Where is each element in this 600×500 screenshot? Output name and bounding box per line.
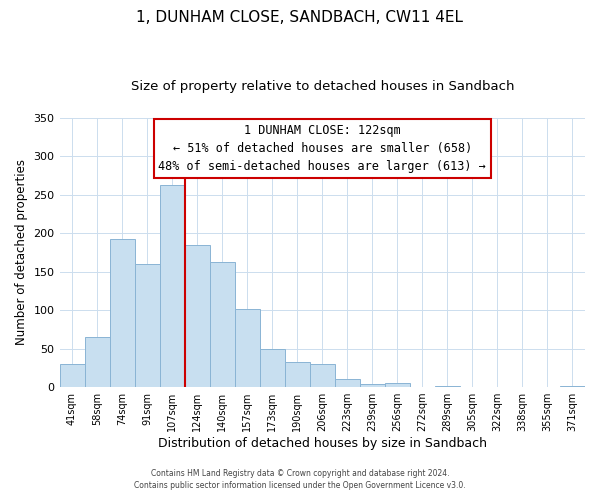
X-axis label: Distribution of detached houses by size in Sandbach: Distribution of detached houses by size …	[158, 437, 487, 450]
Bar	[335, 378, 360, 387]
Text: 1 DUNHAM CLOSE: 122sqm
← 51% of detached houses are smaller (658)
48% of semi-de: 1 DUNHAM CLOSE: 122sqm ← 51% of detached…	[158, 124, 486, 173]
Bar	[85, 337, 110, 387]
Bar	[160, 186, 185, 387]
Bar	[260, 348, 285, 387]
Y-axis label: Number of detached properties: Number of detached properties	[15, 160, 28, 346]
Bar	[134, 264, 160, 387]
Bar	[185, 244, 209, 387]
Title: Size of property relative to detached houses in Sandbach: Size of property relative to detached ho…	[131, 80, 514, 93]
Bar	[310, 364, 335, 387]
Text: 1, DUNHAM CLOSE, SANDBACH, CW11 4EL: 1, DUNHAM CLOSE, SANDBACH, CW11 4EL	[137, 10, 464, 25]
Bar	[360, 384, 385, 387]
Bar	[59, 364, 85, 387]
Bar	[285, 362, 310, 387]
Text: Contains HM Land Registry data © Crown copyright and database right 2024.
Contai: Contains HM Land Registry data © Crown c…	[134, 468, 466, 490]
Bar	[385, 383, 410, 387]
Bar	[435, 386, 460, 387]
Bar	[235, 308, 260, 387]
Bar	[110, 238, 134, 387]
Bar	[209, 262, 235, 387]
Bar	[560, 386, 585, 387]
